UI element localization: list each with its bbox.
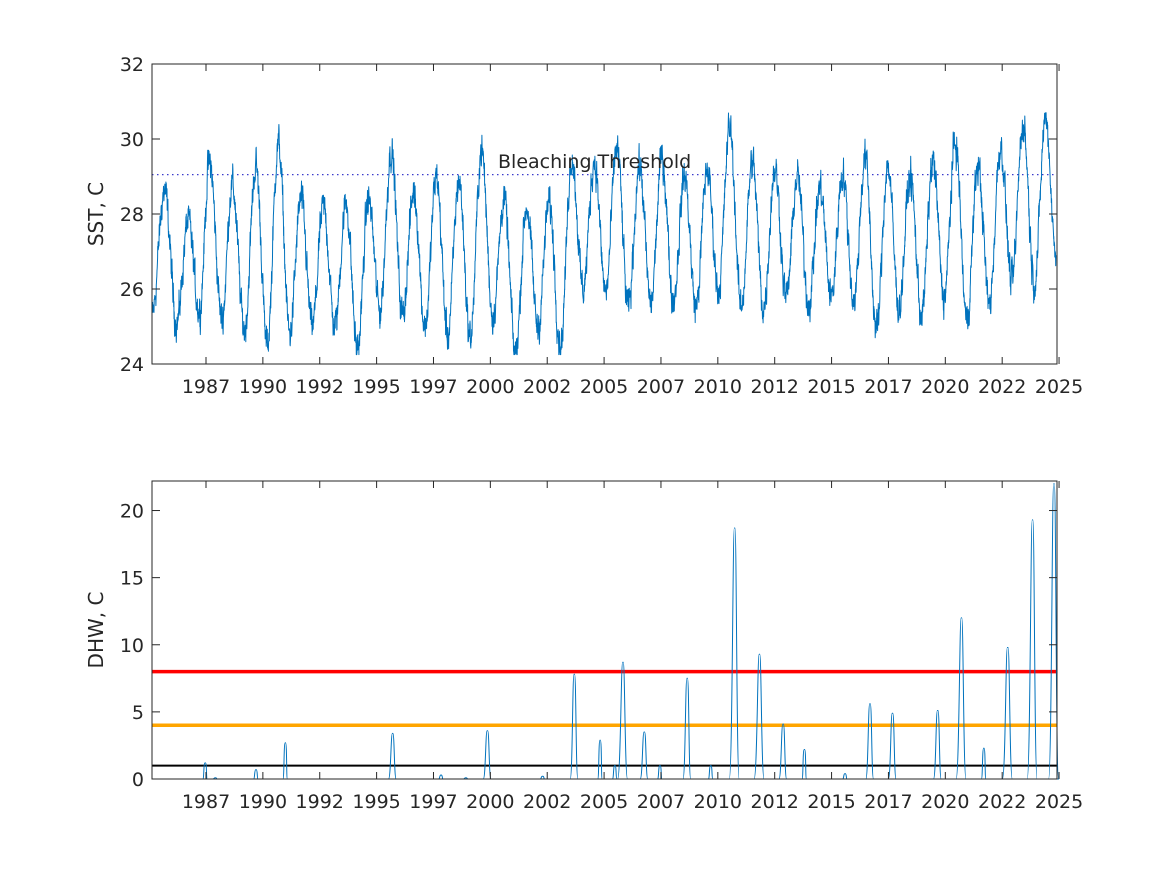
- dhw-y-axis-label: DHW, C: [84, 592, 108, 669]
- x-tick-label: 2020: [921, 376, 969, 398]
- x-tick-label: 2005: [580, 791, 628, 813]
- dhw-reference-lines: [152, 669, 1057, 767]
- dhw-panel: 0 5 10 15 20 1987 1990 1992 1995 1997 2000 2002 2005…: [84, 480, 1083, 813]
- x-tick-label: 1992: [296, 791, 344, 813]
- y-tick-label: 30: [120, 129, 144, 151]
- x-tick-label: 2012: [751, 376, 799, 398]
- x-tick-label: 2007: [637, 791, 685, 813]
- x-tick-label: 1990: [239, 791, 287, 813]
- x-tick-label: 2010: [694, 791, 742, 813]
- dhw-plot-area: [152, 483, 1060, 780]
- x-tick-label: 2017: [864, 791, 912, 813]
- x-tick-label: 2022: [978, 791, 1026, 813]
- sst-axes: 24 26 28 30 32 1987 1990 1992 1995 1997 2000 2002 20…: [120, 54, 1083, 398]
- sst-series-line: [151, 112, 1057, 356]
- x-tick-label: 2000: [466, 791, 514, 813]
- x-tick-label: 2002: [523, 791, 571, 813]
- x-tick-label: 2020: [921, 791, 969, 813]
- x-tick-label: 1990: [239, 376, 287, 398]
- y-tick-label: 5: [132, 702, 144, 724]
- x-tick-label: 1987: [182, 376, 230, 398]
- x-tick-label: 2017: [864, 376, 912, 398]
- x-tick-label: 1997: [409, 376, 457, 398]
- x-tick-label: 1997: [409, 791, 457, 813]
- x-tick-label: 2005: [580, 376, 628, 398]
- x-tick-label: 2012: [751, 791, 799, 813]
- sst-y-axis-label: SST, C: [84, 182, 108, 246]
- x-tick-label: 2025: [1035, 376, 1083, 398]
- y-tick-label: 28: [120, 204, 144, 226]
- x-tick-label: 1995: [352, 376, 400, 398]
- y-tick-label: 0: [132, 769, 144, 791]
- y-tick-label: 10: [120, 635, 144, 657]
- x-tick-label: 2025: [1035, 791, 1083, 813]
- x-tick-label: 2015: [807, 791, 855, 813]
- x-tick-label: 2000: [466, 376, 514, 398]
- x-tick-label: 1992: [296, 376, 344, 398]
- x-tick-label: 2022: [978, 376, 1026, 398]
- y-tick-label: 20: [120, 501, 144, 523]
- dhw-axes: 0 5 10 15 20 1987 1990 1992 1995 1997 2000 2002 2005…: [120, 480, 1083, 813]
- sst-plot-area: [151, 112, 1057, 356]
- bleaching-threshold-label: Bleaching Threshold: [498, 151, 691, 173]
- x-tick-label: 2015: [807, 376, 855, 398]
- y-tick-label: 24: [120, 354, 144, 376]
- y-tick-label: 15: [120, 568, 144, 590]
- y-tick-label: 32: [120, 54, 144, 76]
- y-tick-label: 26: [120, 279, 144, 301]
- x-tick-label: 1987: [182, 791, 230, 813]
- x-tick-label: 2007: [637, 376, 685, 398]
- x-tick-label: 1995: [352, 791, 400, 813]
- sst-panel: 24 26 28 30 32 1987 1990 1992 1995 1997 2000 2002 20…: [84, 54, 1083, 398]
- dhw-series-line: [152, 483, 1060, 780]
- x-tick-label: 2010: [694, 376, 742, 398]
- x-tick-label: 2002: [523, 376, 571, 398]
